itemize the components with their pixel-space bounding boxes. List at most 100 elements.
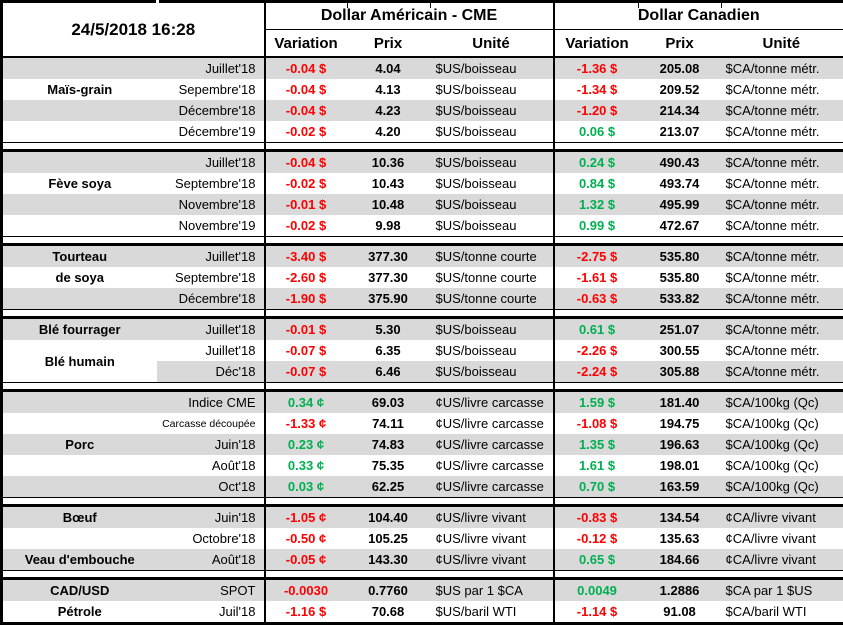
usd-unit: $US/baril WTI (430, 601, 554, 624)
table-row: Bœuf Juin'18 -1.05 ¢ 104.40 ¢US/livre vi… (2, 506, 843, 529)
usd-variation: -0.07 $ (265, 361, 347, 383)
usd-unit: ¢US/livre carcasse (430, 476, 554, 498)
cad-price: 135.63 (640, 528, 720, 549)
commodity-label (2, 57, 157, 79)
cad-unit: $CA/tonne métr. (720, 79, 843, 100)
cad-price: 181.40 (640, 391, 720, 414)
commodity-label: Maïs-grain (2, 79, 157, 100)
contract-month: Septembre'18 (157, 173, 265, 194)
usd-price: 10.48 (347, 194, 430, 215)
cad-variation: 0.06 $ (554, 121, 640, 143)
cad-variation: -1.14 $ (554, 601, 640, 624)
usd-variation-header: Variation (265, 30, 347, 58)
contract-month: Carcasse découpée (157, 413, 265, 434)
usd-variation: -0.02 $ (265, 215, 347, 237)
usd-variation: 0.03 ¢ (265, 476, 347, 498)
usd-unit: $US/tonne courte (430, 267, 554, 288)
usd-price: 377.30 (347, 267, 430, 288)
usd-variation: -0.01 $ (265, 318, 347, 341)
usd-price: 105.25 (347, 528, 430, 549)
cad-price: 493.74 (640, 173, 720, 194)
cad-variation: 1.59 $ (554, 391, 640, 414)
usd-variation: -0.04 $ (265, 79, 347, 100)
cad-variation: 1.32 $ (554, 194, 640, 215)
cad-variation-header: Variation (554, 30, 640, 58)
usd-unit: $US/boisseau (430, 318, 554, 341)
table-row: Pétrole Juil'18 -1.16 $ 70.68 $US/baril … (2, 601, 843, 624)
commodity-label: Blé humain (2, 340, 157, 383)
usd-price: 4.04 (347, 57, 430, 79)
cad-unit: $CA/tonne métr. (720, 267, 843, 288)
column-tick (430, 3, 431, 8)
section-divider (2, 237, 843, 245)
usd-unit: $US/boisseau (430, 361, 554, 383)
section-divider (2, 143, 843, 151)
cad-variation: 1.35 $ (554, 434, 640, 455)
cad-unit: $CA/100kg (Qc) (720, 455, 843, 476)
contract-month: Septembre'18 (157, 267, 265, 288)
table-row: Veau d'embouche Août'18 -0.05 ¢ 143.30 ¢… (2, 549, 843, 571)
commodity-label (2, 391, 157, 414)
contract-month: Août'18 (157, 455, 265, 476)
usd-variation: -0.02 $ (265, 173, 347, 194)
usd-unit: $US/boisseau (430, 173, 554, 194)
cad-unit: ¢CA/livre vivant (720, 528, 843, 549)
timestamp: 24/5/2018 16:28 (2, 2, 265, 58)
usd-unit: $US/boisseau (430, 79, 554, 100)
usd-prix-header: Prix (347, 30, 430, 58)
section-divider (2, 498, 843, 506)
usd-variation: -3.40 $ (265, 245, 347, 268)
cad-price: 134.54 (640, 506, 720, 529)
cad-price: 196.63 (640, 434, 720, 455)
cad-price: 1.2886 (640, 579, 720, 602)
cad-unit: $CA/tonne métr. (720, 318, 843, 341)
border-notch (156, 0, 159, 3)
usd-unit: $US/boisseau (430, 100, 554, 121)
cad-price: 300.55 (640, 340, 720, 361)
cad-variation: 0.65 $ (554, 549, 640, 571)
cad-variation: 0.84 $ (554, 173, 640, 194)
usd-unit: ¢US/livre vivant (430, 528, 554, 549)
usd-unit: $US par 1 $CA (430, 579, 554, 602)
contract-month: Décembre'18 (157, 100, 265, 121)
usd-price: 70.68 (347, 601, 430, 624)
cad-price: 209.52 (640, 79, 720, 100)
cad-variation: 0.70 $ (554, 476, 640, 498)
table-row: Blé fourrager Juillet'18 -0.01 $ 5.30 $U… (2, 318, 843, 341)
cad-unit: $CA/100kg (Qc) (720, 413, 843, 434)
cad-unite-header: Unité (720, 30, 843, 58)
contract-month: Octobre'18 (157, 528, 265, 549)
cad-price: 205.08 (640, 57, 720, 79)
usd-variation: -0.04 $ (265, 151, 347, 174)
cad-price: 535.80 (640, 267, 720, 288)
usd-unit: ¢US/livre carcasse (430, 455, 554, 476)
usd-unit: $US/boisseau (430, 340, 554, 361)
usd-variation: -0.07 $ (265, 340, 347, 361)
cad-price: 198.01 (640, 455, 720, 476)
column-tick (347, 3, 348, 8)
usd-variation: -0.05 ¢ (265, 549, 347, 571)
usd-price: 74.11 (347, 413, 430, 434)
contract-month: Décembre'19 (157, 121, 265, 143)
contract-month: Juillet'18 (157, 57, 265, 79)
contract-month: Juil'18 (157, 601, 265, 624)
cad-variation: 0.99 $ (554, 215, 640, 237)
contract-month: Décembre'18 (157, 288, 265, 310)
cad-unit: $CA par 1 $US (720, 579, 843, 602)
cad-unit: $CA/100kg (Qc) (720, 476, 843, 498)
usd-variation: -0.50 ¢ (265, 528, 347, 549)
usd-variation: 0.34 ¢ (265, 391, 347, 414)
commodity-label: CAD/USD (2, 579, 157, 602)
usd-price: 6.35 (347, 340, 430, 361)
table-row: Oct'18 0.03 ¢ 62.25 ¢US/livre carcasse 0… (2, 476, 843, 498)
section-divider (2, 383, 843, 391)
usd-variation: -0.01 $ (265, 194, 347, 215)
cad-variation: -1.61 $ (554, 267, 640, 288)
contract-month: Juillet'18 (157, 151, 265, 174)
cad-unit: $CA/baril WTI (720, 601, 843, 624)
contract-month: Indice CME (157, 391, 265, 414)
usd-unit: $US/boisseau (430, 194, 554, 215)
usd-price: 4.20 (347, 121, 430, 143)
cad-price: 91.08 (640, 601, 720, 624)
usd-unit: $US/tonne courte (430, 288, 554, 310)
